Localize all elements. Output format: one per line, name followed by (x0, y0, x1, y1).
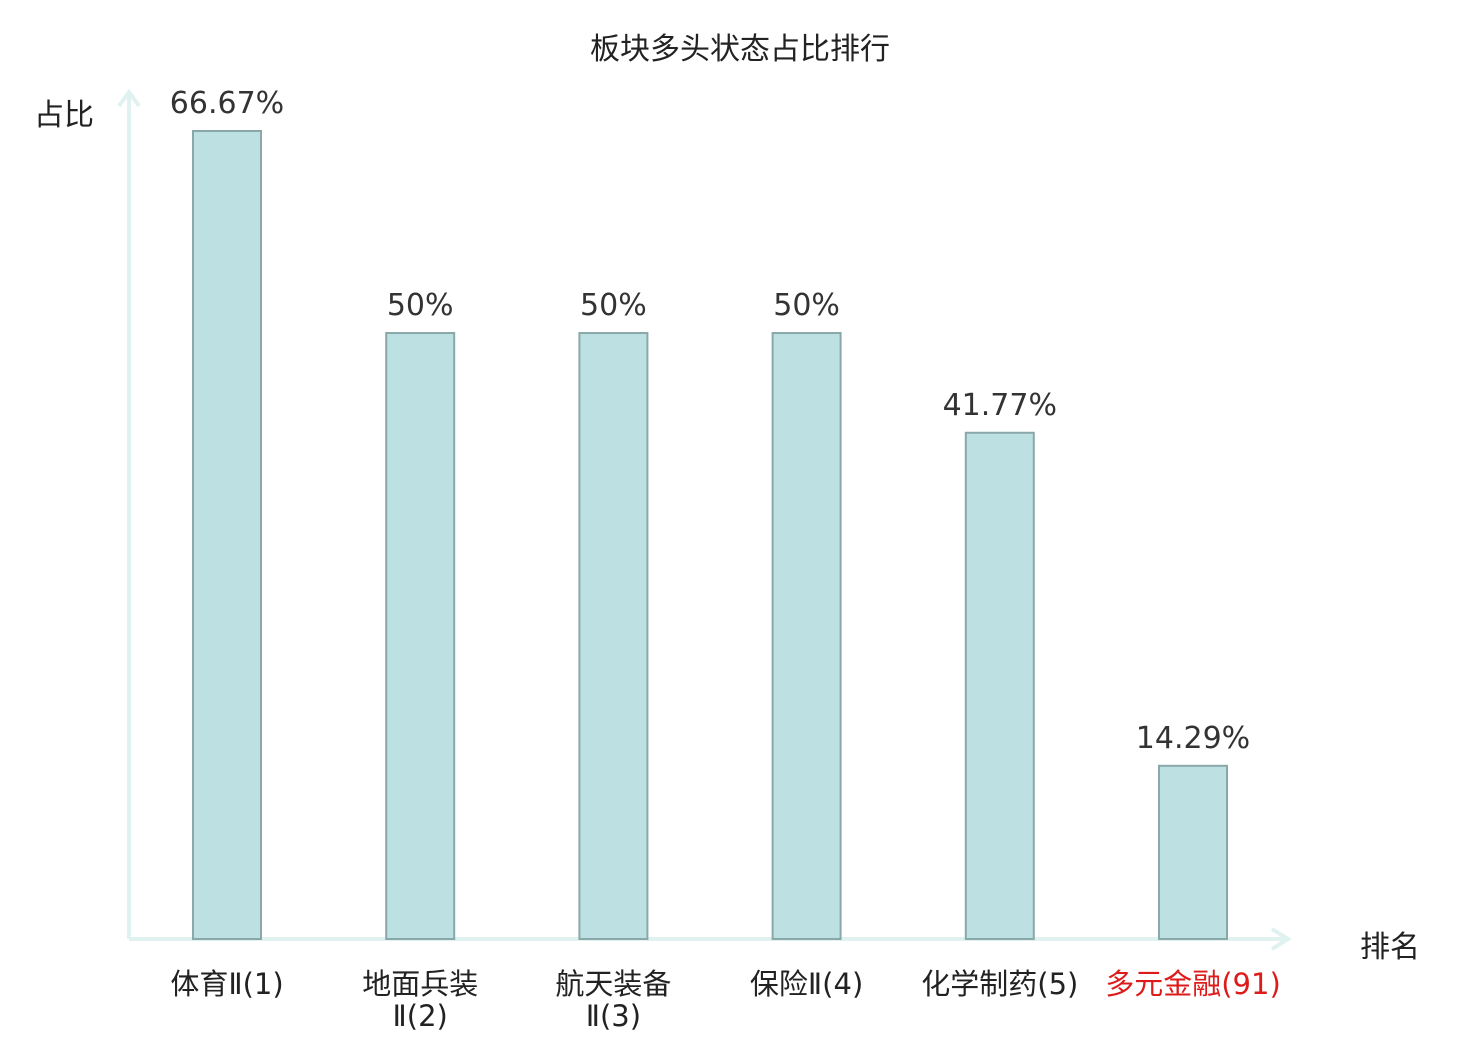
bar (1158, 764, 1228, 940)
data-label: 50% (773, 288, 840, 323)
x-tick-label: Ⅱ(3) (586, 999, 641, 1033)
data-label: 50% (580, 288, 647, 323)
y-axis-label: 占比 (34, 98, 94, 133)
bar (578, 332, 649, 941)
x-tick-label: 多元金融(91) (1105, 967, 1281, 1001)
x-tick-label: 地面兵装 (362, 967, 478, 1001)
data-label: 14.29% (1136, 721, 1250, 756)
bar (964, 431, 1035, 940)
bar (771, 332, 842, 941)
chart-title: 板块多头状态占比排行 (590, 32, 890, 67)
bar (192, 130, 262, 940)
x-tick-label: 保险Ⅱ(4) (750, 967, 863, 1001)
x-axis-arrow (1270, 927, 1292, 951)
x-tick-label: 化学制药(5) (921, 967, 1078, 1001)
data-label: 66.67% (170, 86, 284, 121)
y-axis-arrow (117, 88, 141, 108)
x-axis-label: 排名 (1360, 930, 1420, 965)
x-tick-label: 体育Ⅱ(1) (170, 967, 283, 1001)
x-tick-label: Ⅱ(2) (393, 999, 448, 1033)
data-label: 41.77% (943, 388, 1057, 423)
bar (385, 332, 456, 941)
x-tick-label: 航天装备 (555, 967, 671, 1001)
data-label: 50% (387, 288, 454, 323)
